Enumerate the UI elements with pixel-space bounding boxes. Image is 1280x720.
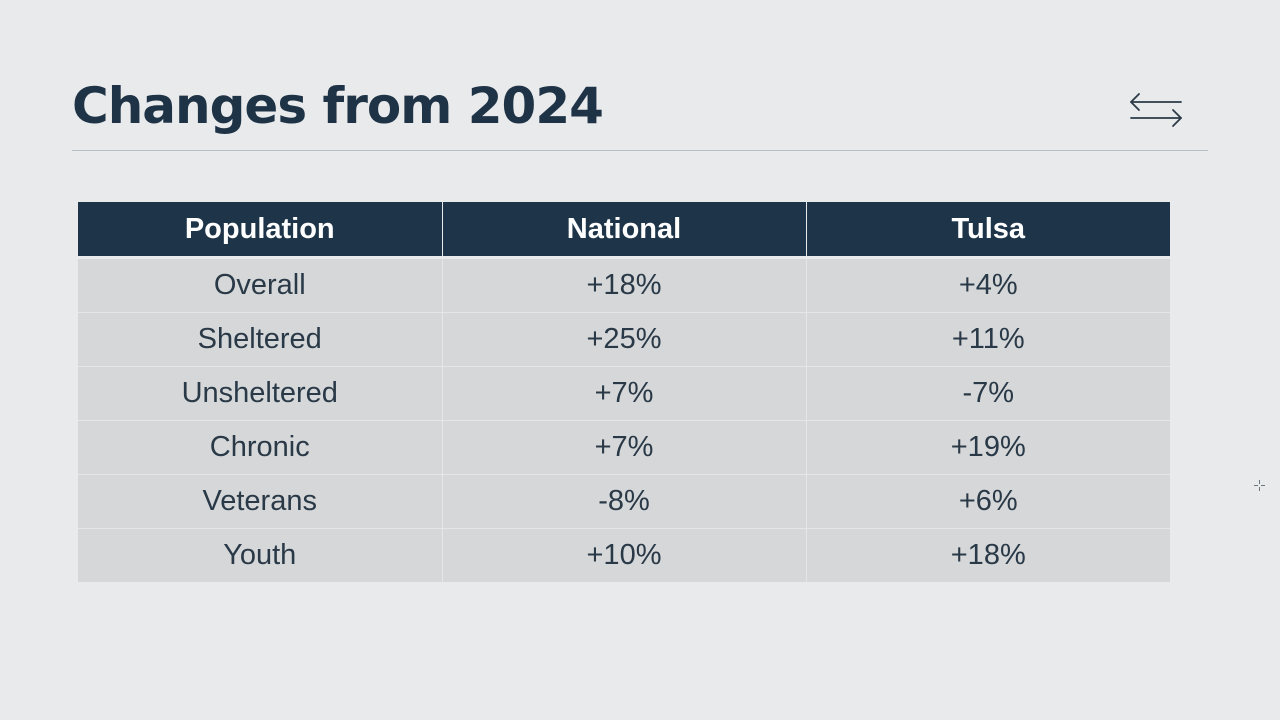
table-row: Youth +10% +18% (78, 528, 1170, 582)
page-title: Changes from 2024 (72, 77, 604, 135)
population-cell: Unsheltered (78, 366, 443, 421)
tulsa-cell: +4% (806, 257, 1170, 313)
national-cell: +10% (442, 528, 807, 582)
table-row: Sheltered +25% +11% (78, 312, 1170, 367)
crosshair-cursor-icon (1254, 478, 1265, 491)
tulsa-cell: +19% (806, 420, 1170, 475)
tulsa-cell: -7% (806, 366, 1170, 421)
column-header: National (442, 202, 807, 258)
title-divider (72, 150, 1208, 151)
swap-arrows-icon[interactable] (1126, 88, 1186, 134)
population-cell: Veterans (78, 474, 443, 529)
tulsa-cell: +6% (806, 474, 1170, 529)
national-cell: +18% (442, 257, 807, 313)
table-row: Veterans -8% +6% (78, 474, 1170, 529)
column-header: Population (78, 202, 443, 258)
national-cell: -8% (442, 474, 807, 529)
national-cell: +7% (442, 420, 807, 475)
population-cell: Youth (78, 528, 443, 582)
table-row: Chronic +7% +19% (78, 420, 1170, 475)
comparison-table: Population National Tulsa Overall +18% +… (78, 202, 1170, 582)
population-cell: Overall (78, 257, 443, 313)
table-header-row: Population National Tulsa (78, 202, 1170, 258)
population-cell: Sheltered (78, 312, 443, 367)
national-cell: +25% (442, 312, 807, 367)
tulsa-cell: +11% (806, 312, 1170, 367)
tulsa-cell: +18% (806, 528, 1170, 582)
national-cell: +7% (442, 366, 807, 421)
population-cell: Chronic (78, 420, 443, 475)
table-row: Unsheltered +7% -7% (78, 366, 1170, 421)
table-row: Overall +18% +4% (78, 257, 1170, 313)
column-header: Tulsa (806, 202, 1170, 258)
